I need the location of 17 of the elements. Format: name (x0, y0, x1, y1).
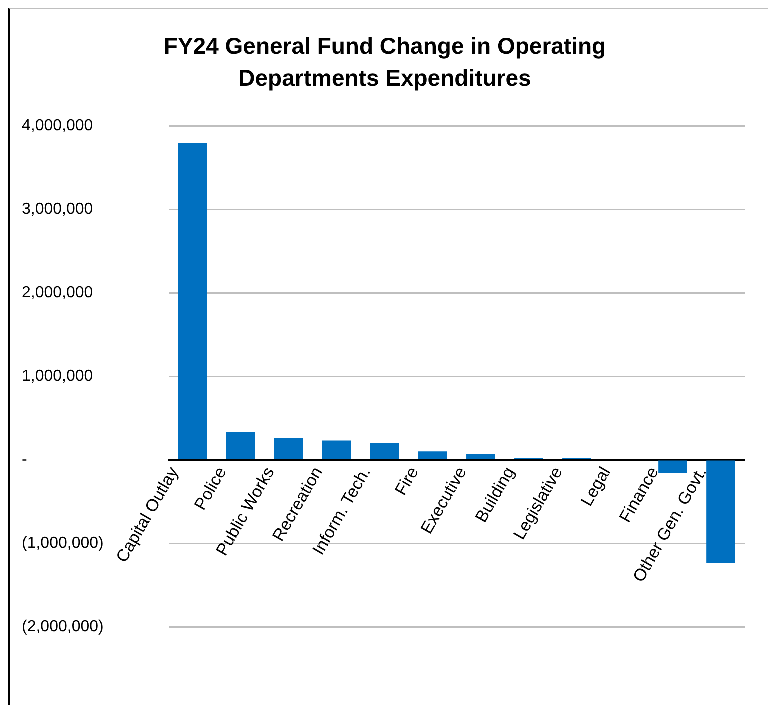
bar (706, 460, 736, 564)
x-tick-label: Fire (391, 464, 422, 499)
bar (466, 454, 496, 460)
y-tick-label: (1,000,000) (22, 534, 104, 552)
bar (274, 438, 304, 460)
bar (226, 432, 256, 460)
y-tick-label: 4,000,000 (22, 117, 94, 134)
bar (418, 452, 448, 460)
bar (178, 144, 208, 460)
chart-title: FY24 General Fund Change in Operating Departments Expenditures (162, 32, 608, 93)
bar (370, 443, 400, 460)
y-tick-label: - (22, 451, 28, 468)
y-tick-label: 2,000,000 (22, 284, 94, 302)
y-tick-label: (2,000,000) (22, 618, 104, 636)
y-tick-label: 1,000,000 (22, 368, 94, 385)
bar (322, 440, 352, 460)
y-tick-label: 3,000,000 (22, 200, 94, 218)
